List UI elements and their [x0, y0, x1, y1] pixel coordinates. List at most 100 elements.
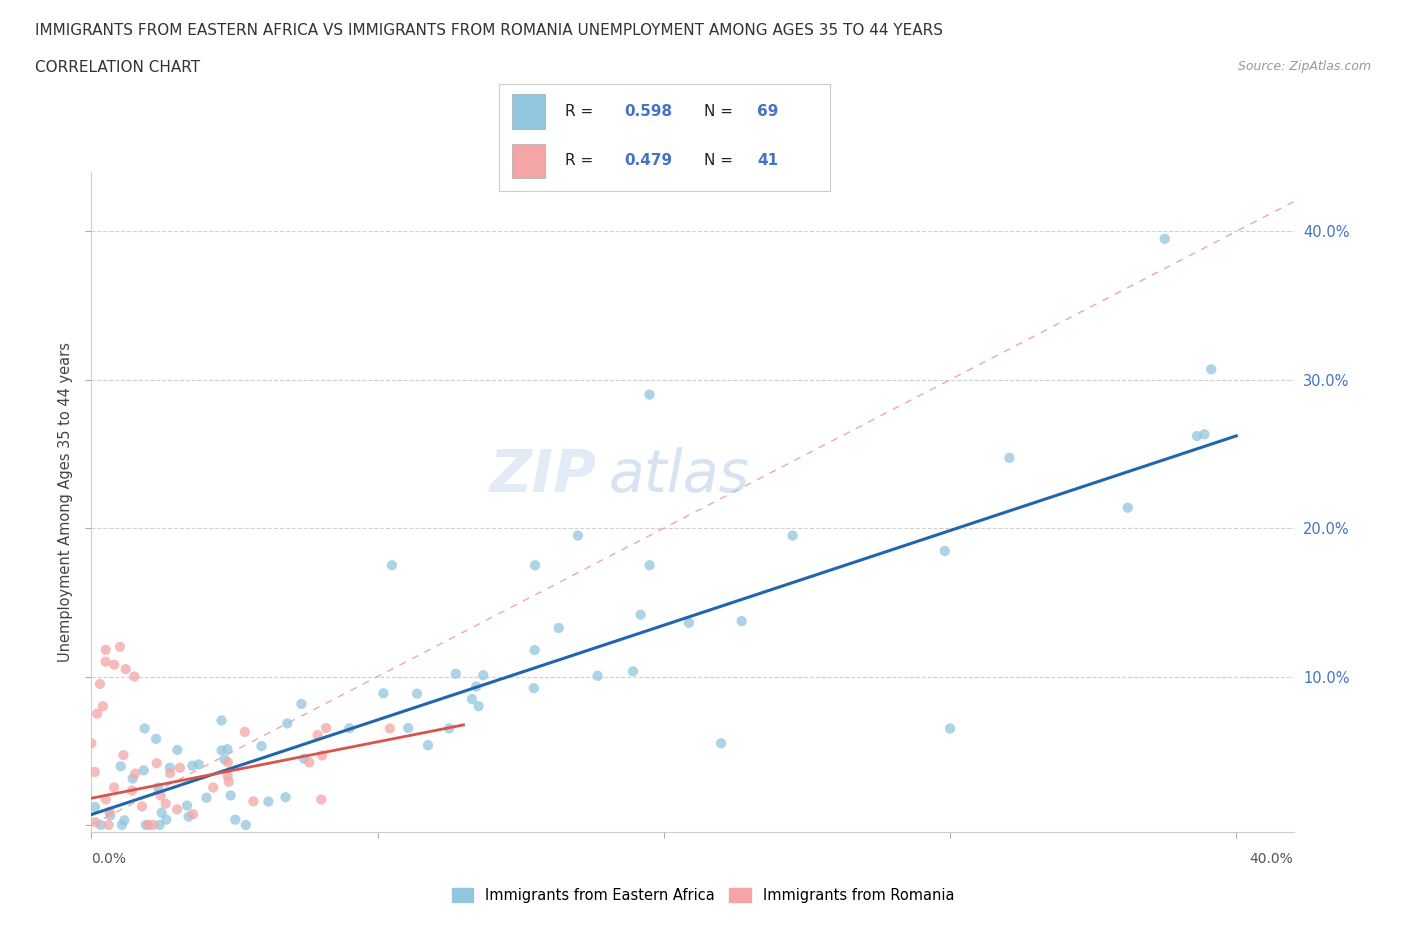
Point: [121, 771, 143, 786]
Point: [132, 763, 155, 777]
Point: [80, 736, 103, 751]
Point: [224, 812, 246, 827]
Point: [84, 815, 107, 830]
Point: [86, 706, 108, 721]
Point: [149, 788, 172, 803]
Point: [111, 817, 134, 832]
Text: 0.0%: 0.0%: [91, 852, 127, 866]
Point: [112, 813, 135, 828]
Point: [219, 788, 242, 803]
Point: [1185, 429, 1208, 444]
Point: [131, 799, 153, 814]
Point: [311, 792, 333, 807]
Point: [138, 817, 160, 832]
Point: [181, 807, 204, 822]
Bar: [512, 94, 546, 128]
Point: [90, 817, 112, 832]
Point: [202, 780, 225, 795]
Point: [145, 731, 167, 746]
Point: [195, 790, 218, 805]
Y-axis label: Unemployment Among Ages 35 to 44 years: Unemployment Among Ages 35 to 44 years: [58, 342, 73, 662]
Point: [276, 716, 298, 731]
Point: [396, 721, 419, 736]
Point: [444, 666, 467, 681]
Point: [934, 543, 956, 558]
Text: R =: R =: [565, 153, 599, 168]
Point: [1153, 232, 1175, 246]
Bar: [512, 143, 546, 178]
Text: atlas: atlas: [609, 447, 749, 504]
Point: [1116, 500, 1139, 515]
Point: [148, 780, 170, 795]
Legend: Immigrants from Eastern Africa, Immigrants from Romania: Immigrants from Eastern Africa, Immigran…: [446, 882, 960, 909]
Point: [467, 698, 489, 713]
Point: [89, 676, 111, 691]
Text: Source: ZipAtlas.com: Source: ZipAtlas.com: [1237, 60, 1371, 73]
Point: [547, 620, 569, 635]
Point: [159, 765, 181, 780]
Point: [274, 790, 297, 804]
Point: [187, 757, 209, 772]
Point: [710, 736, 733, 751]
Text: 0.598: 0.598: [624, 104, 673, 119]
Text: CORRELATION CHART: CORRELATION CHART: [35, 60, 200, 75]
Text: R =: R =: [565, 104, 599, 119]
Point: [84, 800, 107, 815]
Point: [290, 697, 312, 711]
Point: [98, 804, 121, 819]
Point: [630, 607, 652, 622]
Point: [298, 755, 321, 770]
Point: [373, 685, 395, 700]
Point: [315, 721, 337, 736]
Text: 0.479: 0.479: [624, 153, 673, 168]
Point: [638, 387, 661, 402]
Point: [103, 658, 125, 672]
Point: [461, 692, 484, 707]
Point: [567, 528, 589, 543]
Text: IMMIGRANTS FROM EASTERN AFRICA VS IMMIGRANTS FROM ROMANIA UNEMPLOYMENT AMONG AGE: IMMIGRANTS FROM EASTERN AFRICA VS IMMIGR…: [35, 23, 943, 38]
Point: [523, 643, 546, 658]
Point: [103, 780, 125, 795]
Point: [621, 664, 644, 679]
Point: [218, 775, 240, 790]
Point: [134, 721, 156, 736]
Point: [678, 616, 700, 631]
Text: N =: N =: [704, 104, 738, 119]
Point: [1194, 427, 1216, 442]
Point: [217, 755, 239, 770]
Point: [150, 805, 173, 820]
Point: [406, 686, 429, 701]
Point: [155, 812, 177, 827]
Point: [437, 721, 460, 736]
Point: [211, 743, 233, 758]
Point: [257, 794, 280, 809]
Point: [214, 752, 236, 767]
Point: [110, 759, 132, 774]
Point: [586, 669, 609, 684]
Point: [83, 764, 105, 779]
Point: [135, 817, 157, 832]
Point: [181, 758, 204, 773]
Text: N =: N =: [704, 153, 738, 168]
Point: [292, 751, 315, 766]
Point: [124, 766, 146, 781]
Point: [998, 450, 1021, 465]
Text: 40.0%: 40.0%: [1250, 852, 1294, 866]
Text: 41: 41: [756, 153, 778, 168]
Point: [166, 742, 188, 757]
Point: [523, 681, 546, 696]
Point: [94, 655, 117, 670]
Point: [638, 558, 661, 573]
Point: [782, 528, 804, 543]
Point: [250, 738, 273, 753]
Point: [217, 742, 239, 757]
Point: [307, 727, 329, 742]
Point: [217, 768, 239, 783]
Point: [142, 817, 165, 832]
Point: [159, 760, 181, 775]
Point: [233, 724, 256, 739]
Point: [731, 614, 754, 629]
Point: [145, 756, 167, 771]
Point: [378, 721, 401, 736]
Point: [1199, 362, 1222, 377]
